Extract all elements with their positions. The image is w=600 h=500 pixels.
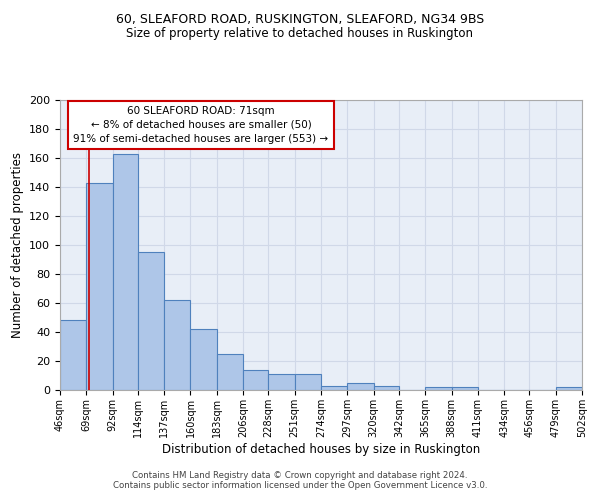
Bar — [295, 374, 321, 390]
Bar — [321, 386, 347, 390]
Text: Contains HM Land Registry data © Crown copyright and database right 2024.
Contai: Contains HM Land Registry data © Crown c… — [113, 470, 487, 490]
Bar — [374, 386, 399, 390]
Text: 60 SLEAFORD ROAD: 71sqm
← 8% of detached houses are smaller (50)
91% of semi-det: 60 SLEAFORD ROAD: 71sqm ← 8% of detached… — [73, 106, 329, 144]
Text: Size of property relative to detached houses in Ruskington: Size of property relative to detached ho… — [127, 28, 473, 40]
Bar — [268, 374, 295, 390]
Bar — [556, 387, 582, 390]
Bar — [138, 252, 164, 390]
Bar — [425, 387, 452, 390]
Text: 60, SLEAFORD ROAD, RUSKINGTON, SLEAFORD, NG34 9BS: 60, SLEAFORD ROAD, RUSKINGTON, SLEAFORD,… — [116, 12, 484, 26]
Bar — [86, 182, 113, 390]
Bar — [113, 154, 138, 390]
Bar — [60, 320, 86, 390]
X-axis label: Distribution of detached houses by size in Ruskington: Distribution of detached houses by size … — [162, 442, 480, 456]
Bar — [217, 354, 243, 390]
Bar — [347, 383, 374, 390]
Bar — [190, 329, 217, 390]
Y-axis label: Number of detached properties: Number of detached properties — [11, 152, 23, 338]
Bar — [164, 300, 190, 390]
Bar — [452, 387, 478, 390]
Bar — [243, 370, 268, 390]
